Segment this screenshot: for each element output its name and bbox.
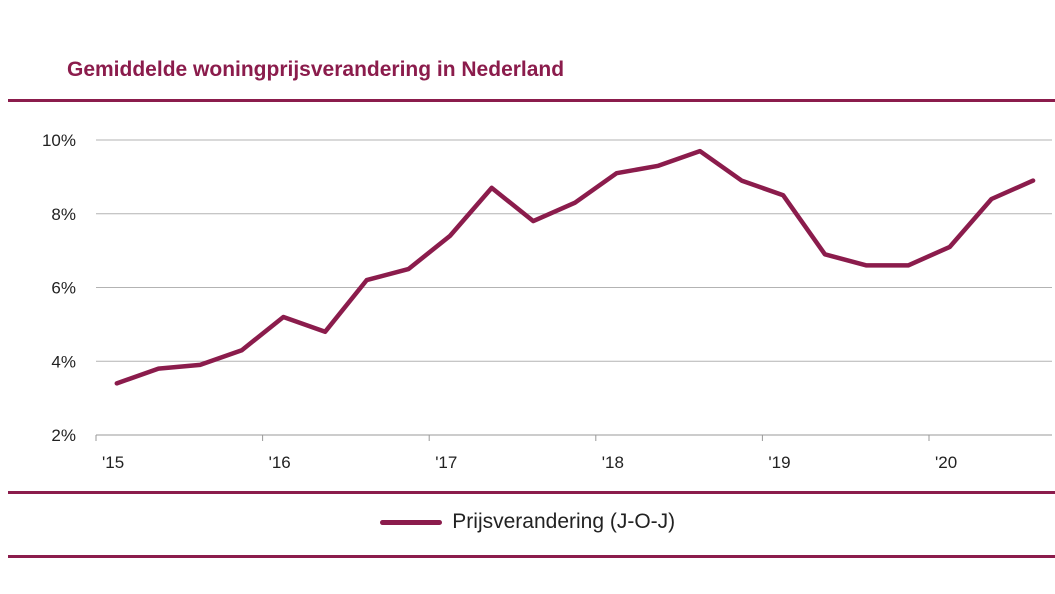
legend: Prijsverandering (J-O-J) [0,510,1055,534]
plot-divider [8,491,1055,494]
title-divider [8,99,1055,102]
y-tick-label: 8% [51,205,76,224]
x-tick-labels: '15 '16 '17 '18 '19 '20 [102,453,957,470]
y-tick-label: 6% [51,279,76,298]
x-tick-label: '19 [768,453,790,470]
x-axis [95,434,1052,441]
legend-label: Prijsverandering (J-O-J) [452,510,676,533]
x-tick-label: '17 [435,453,457,470]
x-tick-label: '15 [102,453,124,470]
x-tick-label: '20 [935,453,957,470]
legend-divider [8,555,1055,558]
y-tick-label: 4% [51,352,76,371]
chart-title: Gemiddelde woningprijsverandering in Ned… [67,58,565,81]
y-tick-labels: 2% 4% 6% 8% 10% [42,131,76,445]
line-chart: 2% 4% 6% 8% 10% '15 '16 '17 '18 '19 '20 [42,131,1052,470]
y-tick-label: 2% [51,426,76,445]
gridlines [96,139,1052,362]
series-lines [114,148,1036,386]
y-tick-label: 10% [42,131,76,150]
series-line [114,148,1036,386]
x-tick-label: '18 [602,453,624,470]
legend-swatch [379,519,442,525]
x-tick-label: '16 [269,453,291,470]
